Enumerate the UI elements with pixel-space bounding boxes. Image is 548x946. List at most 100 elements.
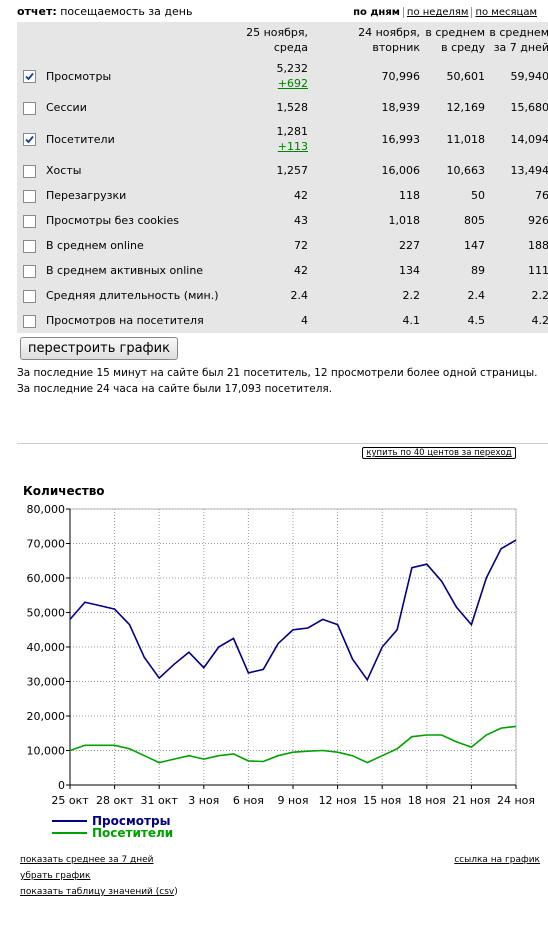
value-cell: 2.4 [233, 283, 311, 308]
value-cell: 1,281 +113 [233, 120, 311, 158]
table-row: В среднем online 72 227 147 188 [17, 233, 548, 258]
chart-link[interactable]: ссылка на график [454, 855, 540, 865]
row-label-cell: В среднем online [17, 233, 233, 258]
row-label-cell: Просмотров на посетителя [17, 308, 233, 333]
report-title: посещаемость за день [60, 5, 193, 18]
value: 89 [471, 264, 485, 277]
value-cell: 2.2 [311, 283, 423, 308]
row-label-cell: Хосты [17, 158, 233, 183]
checkmark [25, 135, 34, 144]
value: 72 [294, 239, 308, 252]
row-label: В среднем online [46, 239, 144, 252]
checkbox[interactable] [23, 164, 36, 178]
value: 10,663 [446, 164, 486, 177]
value: 111 [528, 264, 548, 277]
separator [17, 443, 548, 444]
value-cell: 70,996 [311, 57, 423, 95]
value: 4 [301, 314, 308, 327]
delta[interactable]: +113 [277, 140, 308, 153]
buy-button[interactable]: купить по 40 центов за переход [362, 447, 516, 459]
value: 134 [399, 264, 420, 277]
value-cell: 4.5 [423, 308, 488, 333]
value: 70,996 [381, 69, 421, 83]
stats-table: 25 ноября, среда 24 ноября, вторник в сред… [17, 22, 548, 333]
value: 4.1 [402, 314, 421, 327]
table-row: Посетители 1,281 +113 16,993 11,018 14,094 [17, 120, 548, 158]
value-cell: 12,169 [423, 95, 488, 120]
row-label: Хосты [46, 164, 82, 177]
checkbox[interactable] [23, 264, 36, 278]
y-tick-label: 0 [58, 779, 65, 792]
table-row: Средняя длительность (мин.) 2.4 2.2 2.4 2.2 [17, 283, 548, 308]
checkbox[interactable] [23, 239, 36, 253]
row-label: Перезагрузки [46, 189, 127, 202]
value: 1,281 [276, 125, 309, 138]
row-label: Сессии [46, 101, 87, 114]
avg-link[interactable]: показать среднее за 7 дней [20, 855, 154, 865]
value: 926 [528, 214, 548, 227]
x-tick-label: 31 окт [141, 794, 179, 807]
value-cell: 2.4 [423, 283, 488, 308]
row-label-cell: Посетители [17, 120, 233, 158]
checkbox[interactable] [23, 189, 36, 203]
value: 1,528 [276, 101, 309, 114]
checkbox[interactable] [23, 289, 36, 303]
y-tick-label: 20,000 [27, 710, 66, 723]
value: 4.5 [467, 314, 486, 327]
rebuild-button[interactable]: перестроить график [20, 337, 178, 360]
value-cell: 50,601 [423, 57, 488, 95]
table-row: Просмотров на посетителя 4 4.1 4.5 4.2 [17, 308, 548, 333]
tab[interactable]: по неделям [402, 7, 472, 18]
remove-link[interactable]: убрать график [20, 871, 91, 881]
note: За последние 15 минут на сайте был 21 по… [17, 367, 538, 379]
table-link-row: показать таблицу значений (csv) [20, 884, 178, 900]
table-row: Перезагрузки 42 118 50 76 [17, 183, 548, 208]
value-cell: 89 [423, 258, 488, 283]
delta[interactable]: +692 [277, 77, 308, 90]
x-tick-label: 28 окт [96, 794, 134, 807]
report-prefix: отчет: [17, 5, 57, 18]
tab[interactable]: по дням [353, 7, 400, 18]
row-label: Просмотры без cookies [46, 214, 179, 227]
x-tick-label: 3 ноя [188, 794, 219, 807]
value: 1,018 [388, 214, 421, 227]
value-cell: 42 [233, 183, 311, 208]
value: 42 [294, 264, 308, 277]
chart-title: Количество [23, 484, 105, 498]
header-row: 25 ноября, среда 24 ноября, вторник в сред… [17, 22, 548, 57]
value: 1,257 [276, 164, 309, 177]
checkbox[interactable] [23, 314, 36, 328]
value: 76 [535, 189, 548, 202]
x-tick-label: 18 ноя [408, 794, 446, 807]
value-cell: 16,993 [311, 120, 423, 158]
y-tick-label: 40,000 [27, 641, 66, 654]
value-cell: 4.2 [488, 308, 548, 333]
value: 805 [464, 214, 485, 227]
tab[interactable]: по месяцам [471, 7, 540, 18]
checkbox[interactable] [23, 70, 36, 83]
table-link[interactable]: показать таблицу значений ( [20, 887, 160, 897]
y-tick-label: 70,000 [27, 538, 66, 551]
value: 12,169 [446, 101, 486, 114]
value-cell: 16,006 [311, 158, 423, 183]
value-cell: 1,528 [233, 95, 311, 120]
value-cell: 111 [488, 258, 548, 283]
value-cell: 13,494 [488, 158, 548, 183]
chart: Количество 0 10,000 20,000 30,000 40,000 50,00… [23, 484, 535, 840]
value: 5,232 [276, 62, 309, 75]
value: 188 [528, 239, 548, 252]
y-tick-label: 30,000 [27, 676, 66, 689]
checkbox[interactable] [23, 214, 36, 228]
value-cell: 11,018 [423, 120, 488, 158]
csv-link[interactable]: csv [159, 887, 175, 897]
checkbox[interactable] [23, 133, 36, 146]
value-cell: 1,018 [311, 208, 423, 233]
legend-label: Просмотры [92, 814, 170, 828]
value: 118 [399, 189, 420, 202]
legend-label: Посетители [92, 826, 173, 840]
value-cell: 5,232 +692 [233, 57, 311, 95]
notes: За последние 15 минут на сайте был 21 по… [17, 365, 538, 397]
checkmark-path [25, 135, 34, 144]
checkbox[interactable] [23, 101, 36, 115]
